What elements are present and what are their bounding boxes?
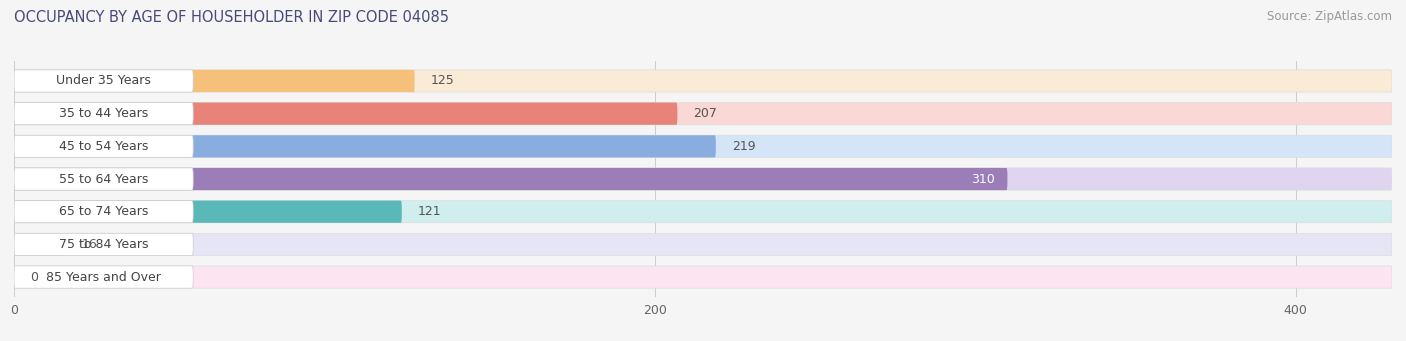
FancyBboxPatch shape bbox=[14, 70, 1392, 92]
FancyBboxPatch shape bbox=[14, 266, 193, 288]
FancyBboxPatch shape bbox=[14, 201, 193, 223]
FancyBboxPatch shape bbox=[14, 135, 1392, 158]
Text: 121: 121 bbox=[418, 205, 441, 218]
Text: OCCUPANCY BY AGE OF HOUSEHOLDER IN ZIP CODE 04085: OCCUPANCY BY AGE OF HOUSEHOLDER IN ZIP C… bbox=[14, 10, 449, 25]
FancyBboxPatch shape bbox=[14, 233, 193, 255]
Text: 219: 219 bbox=[733, 140, 755, 153]
FancyBboxPatch shape bbox=[14, 168, 193, 190]
FancyBboxPatch shape bbox=[14, 135, 193, 158]
Text: 0: 0 bbox=[30, 270, 38, 284]
Text: 65 to 74 Years: 65 to 74 Years bbox=[59, 205, 148, 218]
Text: 125: 125 bbox=[430, 74, 454, 88]
Text: Source: ZipAtlas.com: Source: ZipAtlas.com bbox=[1267, 10, 1392, 23]
Text: 16: 16 bbox=[82, 238, 97, 251]
FancyBboxPatch shape bbox=[14, 168, 1392, 190]
Text: Under 35 Years: Under 35 Years bbox=[56, 74, 150, 88]
FancyBboxPatch shape bbox=[14, 168, 1008, 190]
Text: 45 to 54 Years: 45 to 54 Years bbox=[59, 140, 148, 153]
FancyBboxPatch shape bbox=[14, 135, 716, 158]
FancyBboxPatch shape bbox=[14, 103, 193, 125]
FancyBboxPatch shape bbox=[14, 266, 1392, 288]
FancyBboxPatch shape bbox=[14, 201, 402, 223]
FancyBboxPatch shape bbox=[14, 233, 1392, 255]
Text: 75 to 84 Years: 75 to 84 Years bbox=[59, 238, 149, 251]
FancyBboxPatch shape bbox=[14, 103, 1392, 125]
Text: 55 to 64 Years: 55 to 64 Years bbox=[59, 173, 148, 186]
FancyBboxPatch shape bbox=[14, 70, 415, 92]
Text: 207: 207 bbox=[693, 107, 717, 120]
FancyBboxPatch shape bbox=[14, 233, 65, 255]
FancyBboxPatch shape bbox=[14, 70, 193, 92]
FancyBboxPatch shape bbox=[14, 103, 678, 125]
Text: 85 Years and Over: 85 Years and Over bbox=[46, 270, 162, 284]
FancyBboxPatch shape bbox=[14, 201, 1392, 223]
Text: 35 to 44 Years: 35 to 44 Years bbox=[59, 107, 148, 120]
Text: 310: 310 bbox=[972, 173, 994, 186]
